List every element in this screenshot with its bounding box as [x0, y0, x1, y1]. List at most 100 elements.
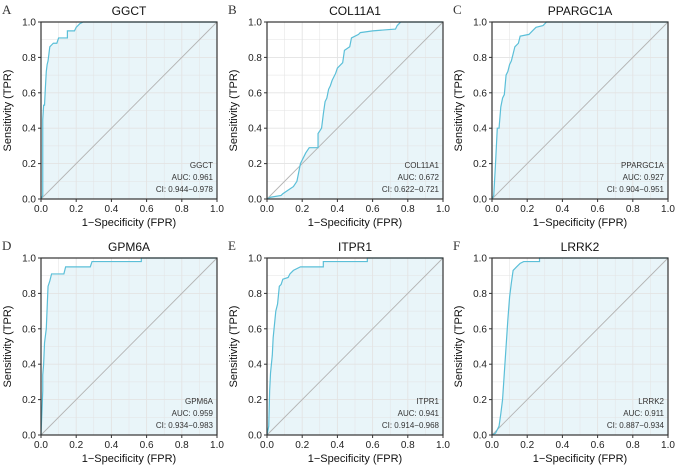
y-axis-label: Sensitivity (TPR)	[228, 306, 240, 388]
y-tick-label: 0.6	[473, 88, 487, 99]
y-tick-label: 0.8	[22, 53, 36, 64]
y-tick-label: 0.4	[22, 124, 36, 135]
auc-annotation: GPM6A	[185, 397, 214, 406]
x-tick-label: 0.0	[260, 204, 274, 215]
x-axis-label: 1−Specificity (FPR)	[82, 453, 176, 465]
y-tick-label: 1.0	[248, 254, 262, 265]
x-tick-label: 0.2	[520, 440, 534, 451]
auc-annotation: AUC: 0.927	[623, 173, 665, 182]
auc-annotation: PPARGC1A	[621, 161, 665, 170]
y-tick-label: 0.4	[473, 360, 487, 371]
x-tick-label: 0.4	[330, 440, 344, 451]
y-tick-label: 0.8	[473, 53, 487, 64]
plot-frame	[266, 21, 444, 200]
y-tick-label: 1.0	[22, 18, 36, 29]
y-axis-label: Sensitivity (TPR)	[228, 70, 240, 152]
y-tick-label: 0.6	[22, 88, 36, 99]
y-tick-label: 0.0	[248, 195, 262, 206]
plot-frame	[491, 21, 669, 200]
y-tick-label: 0.2	[22, 395, 36, 406]
x-axis-label: 1−Specificity (FPR)	[308, 217, 402, 229]
diagonal-reference-line	[491, 257, 669, 436]
auc-annotation: CI: 0.944−0.978	[156, 185, 214, 194]
y-tick-label: 0.4	[248, 360, 262, 371]
auc-annotation: CI: 0.622−0.721	[382, 185, 440, 194]
y-tick-label: 0.2	[248, 159, 262, 170]
x-tick-label: 0.6	[591, 204, 605, 215]
y-tick-label: 0.0	[473, 431, 487, 442]
y-tick-label: 0.4	[22, 360, 36, 371]
auc-annotation: AUC: 0.959	[172, 409, 214, 418]
panel-title: ITPR1	[338, 240, 372, 254]
y-axis-label: Sensitivity (TPR)	[2, 70, 14, 152]
roc-panel-gpm6a: D GPM6A 0.0 0.2 0.4 0.6 0.8 1.0 0.0 0.2 0.4 0.6 0.8 1…	[2, 238, 224, 465]
x-axis-label: 1−Specificity (FPR)	[82, 217, 176, 229]
diagonal-reference-line	[266, 257, 444, 436]
auc-annotation: CI: 0.887−0.934	[607, 421, 665, 430]
x-axis-label: 1−Specificity (FPR)	[533, 453, 627, 465]
y-tick-label: 0.6	[473, 324, 487, 335]
roc-curve	[491, 21, 668, 200]
y-tick-label: 1.0	[473, 254, 487, 265]
x-tick-label: 0.2	[295, 440, 309, 451]
y-tick-label: 0.2	[22, 159, 36, 170]
x-tick-label: 1.0	[436, 440, 450, 451]
roc-curve	[40, 21, 217, 200]
panel-title: GPM6A	[108, 240, 150, 254]
x-axis-label: 1−Specificity (FPR)	[308, 453, 402, 465]
auc-annotation: CI: 0.914−0.968	[382, 421, 440, 430]
diagonal-reference-line	[40, 21, 218, 200]
diagonal-reference-line	[491, 21, 669, 200]
panel-title: PPARGC1A	[548, 4, 612, 18]
plot-frame	[491, 257, 669, 436]
roc-panel-lrrk2: F LRRK2 0.0 0.2 0.4 0.6 0.8 1.0 0.0 0.2 0.4 0.6 0.8 1…	[453, 238, 675, 465]
x-tick-label: 0.0	[485, 204, 499, 215]
y-axis-label: Sensitivity (TPR)	[453, 306, 465, 388]
y-tick-label: 0.8	[473, 289, 487, 300]
diagonal-reference-line	[266, 21, 444, 200]
x-tick-label: 0.0	[34, 440, 48, 451]
panel-letter: C	[453, 2, 462, 17]
y-tick-label: 0.2	[248, 395, 262, 406]
auc-annotation: CI: 0.934−0.983	[156, 421, 214, 430]
y-tick-label: 0.4	[248, 124, 262, 135]
x-tick-label: 0.6	[591, 440, 605, 451]
y-tick-label: 0.0	[22, 195, 36, 206]
x-tick-label: 0.0	[260, 440, 274, 451]
x-tick-label: 0.4	[555, 440, 569, 451]
y-tick-label: 0.2	[473, 159, 487, 170]
panel-letter: F	[453, 238, 460, 253]
x-tick-label: 0.2	[295, 204, 309, 215]
roc-curve	[40, 257, 217, 436]
roc-curve	[491, 257, 668, 436]
x-tick-label: 0.2	[69, 440, 83, 451]
y-tick-label: 0.0	[22, 431, 36, 442]
y-tick-label: 0.8	[248, 289, 262, 300]
y-tick-label: 1.0	[22, 254, 36, 265]
panel-title: COL11A1	[329, 4, 381, 18]
x-tick-label: 0.4	[330, 204, 344, 215]
x-tick-label: 0.8	[401, 204, 415, 215]
y-tick-label: 0.8	[22, 289, 36, 300]
panel-letter: A	[2, 2, 12, 17]
auc-annotation: CI: 0.904−0.951	[607, 185, 665, 194]
x-tick-label: 0.8	[401, 440, 415, 451]
y-tick-label: 0.4	[473, 124, 487, 135]
auc-annotation: LRRK2	[638, 397, 664, 406]
y-tick-label: 0.6	[248, 88, 262, 99]
x-tick-label: 0.4	[104, 440, 118, 451]
x-tick-label: 0.0	[34, 204, 48, 215]
roc-curve	[266, 257, 443, 436]
x-tick-label: 0.0	[485, 440, 499, 451]
roc-panel-col11a1: B COL11A1 0.0 0.2 0.4 0.6 0.8 1.0 0.0 0.2 0.4 0.6 0.…	[228, 2, 450, 229]
x-tick-label: 0.8	[626, 440, 640, 451]
y-tick-label: 1.0	[473, 18, 487, 29]
roc-panel-ggct: A GGCT 0.0 0.2 0.4 0.6 0.8 1.0 0.0 0.2 0.4 0.6 0.8 1.…	[2, 2, 224, 229]
plot-frame	[40, 257, 218, 436]
x-tick-label: 0.4	[555, 204, 569, 215]
y-tick-label: 0.6	[248, 324, 262, 335]
roc-panel-ppargc1a: C PPARGC1A 0.0 0.2 0.4 0.6 0.8 1.0 0.0 0.2 0.4 0.6 0…	[453, 2, 675, 229]
x-tick-label: 1.0	[210, 440, 224, 451]
x-tick-label: 0.4	[104, 204, 118, 215]
